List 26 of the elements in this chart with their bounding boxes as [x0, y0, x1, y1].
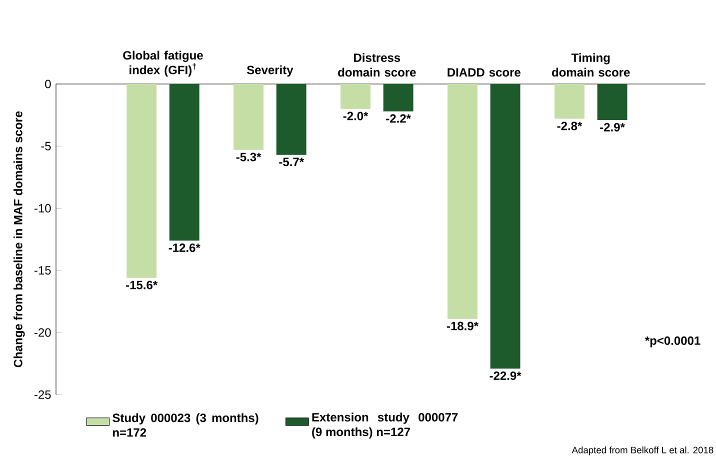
y-tick-label: -15	[34, 266, 51, 274]
x-tick-label: Global fatigue index (GFI)$^{†}$	[123, 50, 203, 76]
data-label: -18.9*	[446, 322, 479, 330]
annotation: *p<0.0001	[644, 336, 700, 348]
data-label: -22.9*	[490, 371, 522, 380]
x-tick-label: Severity	[246, 65, 294, 76]
data-label: -5.3*	[236, 152, 262, 162]
legend-label: Study 000023 (3 months) n=172	[112, 413, 258, 437]
y-tick-label: -5	[41, 142, 51, 150]
text: Adapted from Belkoff L et al. 2018	[572, 446, 714, 456]
x-tick-label: DIADD score	[448, 68, 520, 76]
y-tick-label: -25	[34, 390, 51, 399]
y-axis-title: Change from baseline in MAF domains score	[14, 111, 25, 368]
data-label: -2.9*	[600, 122, 625, 132]
y-tick-label: -20	[34, 328, 51, 337]
data-label: -2.8*	[557, 122, 582, 130]
y-tick-label: -10	[34, 204, 51, 212]
data-label: -2.0*	[343, 112, 368, 120]
data-label: -15.6*	[126, 280, 158, 290]
data-label: -12.6*	[168, 243, 200, 252]
x-tick-label: Timing domain score	[552, 52, 630, 76]
y-tick-label: 0	[45, 80, 51, 88]
data-label: -2.2*	[386, 114, 411, 122]
x-tick-label: Distress domain score	[338, 52, 416, 76]
data-label: -5.7*	[279, 158, 304, 166]
legend-label: Extension study 000077 (9 months) n=127	[312, 412, 458, 438]
